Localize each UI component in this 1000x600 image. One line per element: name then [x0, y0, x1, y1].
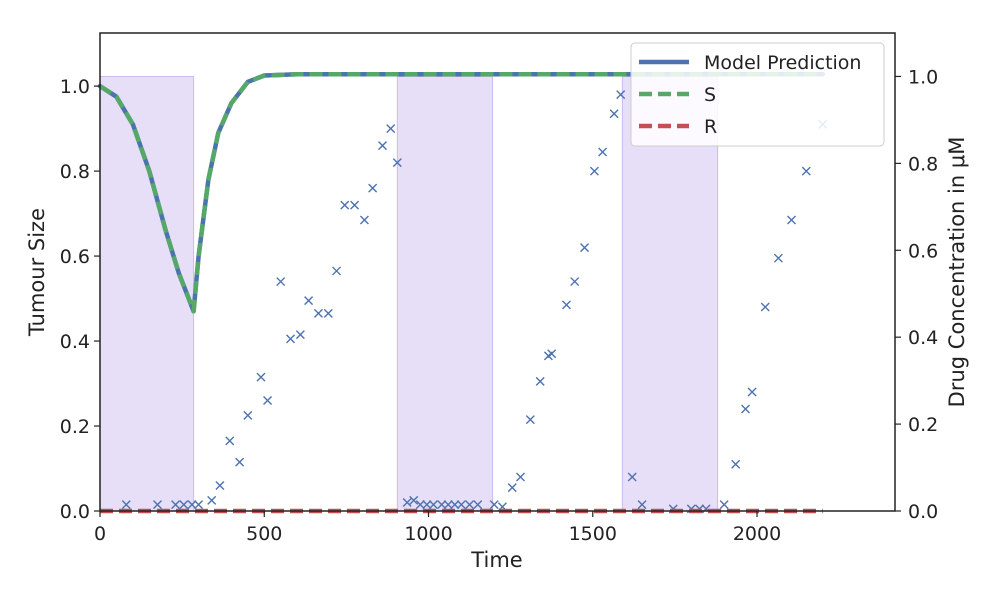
observed-point: [179, 500, 189, 510]
observed-point: [121, 500, 131, 510]
observed-point: [609, 109, 619, 119]
x-tick-label: 0: [94, 523, 106, 545]
observed-point: [225, 436, 235, 446]
observed-point: [598, 147, 608, 157]
observed-point: [516, 472, 525, 482]
y-right-tick-label: 0.2: [908, 414, 938, 436]
observed-point: [215, 481, 225, 491]
observed-point: [443, 500, 453, 510]
observed-point: [773, 253, 783, 263]
legend-label-r: R: [704, 116, 717, 138]
series-line-s: [98, 71, 823, 314]
observed-point: [627, 472, 637, 482]
y-axis-right-label: Drug Concentration in μM: [945, 137, 969, 408]
x-tick-label: 1500: [569, 523, 617, 545]
observed-point: [422, 500, 432, 510]
observed-point: [525, 415, 535, 425]
legend-label-model-prediction: Model Prediction: [704, 52, 861, 74]
observed-point: [570, 277, 580, 287]
observed-point: [637, 500, 647, 510]
y-tick-label: 0.0: [60, 501, 90, 523]
observed-point: [415, 500, 425, 510]
treatment-window-2: [396, 75, 494, 512]
observed-point: [256, 372, 266, 382]
y-right-tick-label: 0.0: [908, 501, 938, 523]
y-right-tick-label: 0.8: [908, 153, 938, 175]
axis-ticks: 0 500 1000 1500 2000 0.0 0.2 0.4 0.6 0.8 1.0 0.0 0.2…: [60, 66, 938, 545]
observed-point: [152, 500, 162, 510]
observed-point: [580, 243, 590, 253]
y-tick-label: 1.0: [60, 76, 90, 98]
x-axis-label: Time: [470, 548, 522, 572]
observed-point: [313, 308, 323, 318]
y-tick-label: 0.8: [60, 161, 90, 183]
observed-point: [368, 183, 378, 193]
treatment-windows: [99, 75, 719, 512]
observed-point: [741, 404, 751, 414]
observed-point: [386, 124, 396, 134]
y-right-tick-label: 0.6: [908, 240, 938, 262]
observed-point: [194, 500, 204, 510]
observed-point: [719, 500, 729, 510]
observed-point: [801, 166, 811, 176]
observed-point: [323, 308, 333, 318]
legend-box: [630, 42, 885, 147]
legend: Model Prediction S R: [630, 42, 885, 147]
observed-point: [304, 296, 314, 306]
observed-point: [589, 166, 599, 176]
observed-point: [616, 90, 626, 100]
observed-point: [535, 376, 545, 386]
observed-point: [171, 500, 181, 510]
observed-point: [450, 500, 460, 510]
y-right-tick-label: 1.0: [908, 66, 938, 88]
observed-point: [409, 495, 419, 505]
x-tick-label: 2000: [733, 523, 781, 545]
observed-point: [340, 200, 350, 210]
observed-point: [489, 500, 499, 510]
treatment-window-3: [621, 75, 719, 512]
legend-label-s: S: [704, 84, 716, 106]
observed-point: [263, 396, 273, 406]
observed-point: [561, 300, 571, 310]
observed-point: [276, 277, 286, 287]
observed-point: [243, 410, 253, 420]
y-tick-label: 0.6: [60, 246, 90, 268]
observed-point: [760, 302, 770, 312]
observed-point: [235, 457, 245, 467]
observed-point: [731, 459, 741, 469]
y-axis-label: Tumour Size: [25, 208, 49, 337]
y-right-tick-label: 0.4: [908, 327, 938, 349]
observed-point: [286, 334, 296, 344]
x-tick-label: 500: [246, 523, 282, 545]
y-tick-label: 0.2: [60, 416, 90, 438]
observed-point: [747, 387, 757, 397]
y-tick-label: 0.4: [60, 331, 90, 353]
plot-frame: [99, 32, 896, 512]
observed-point: [507, 483, 517, 493]
observed-point: [402, 498, 412, 507]
observed-point: [295, 330, 305, 340]
observed-point: [359, 215, 369, 225]
observed-point: [428, 500, 438, 510]
treatment-window-1: [99, 75, 195, 512]
observed-point: [473, 500, 483, 510]
observed-point: [187, 500, 197, 510]
observed-point: [437, 500, 447, 510]
observed-point: [207, 495, 217, 505]
observed-point: [350, 200, 360, 210]
observed-point: [392, 158, 402, 168]
observed-point: [456, 500, 466, 510]
observed-point: [787, 215, 797, 225]
observed-point: [465, 500, 475, 510]
observed-point: [547, 349, 557, 359]
x-tick-label: 1000: [404, 523, 452, 545]
observed-point: [378, 141, 388, 151]
observed-point: [332, 266, 342, 276]
